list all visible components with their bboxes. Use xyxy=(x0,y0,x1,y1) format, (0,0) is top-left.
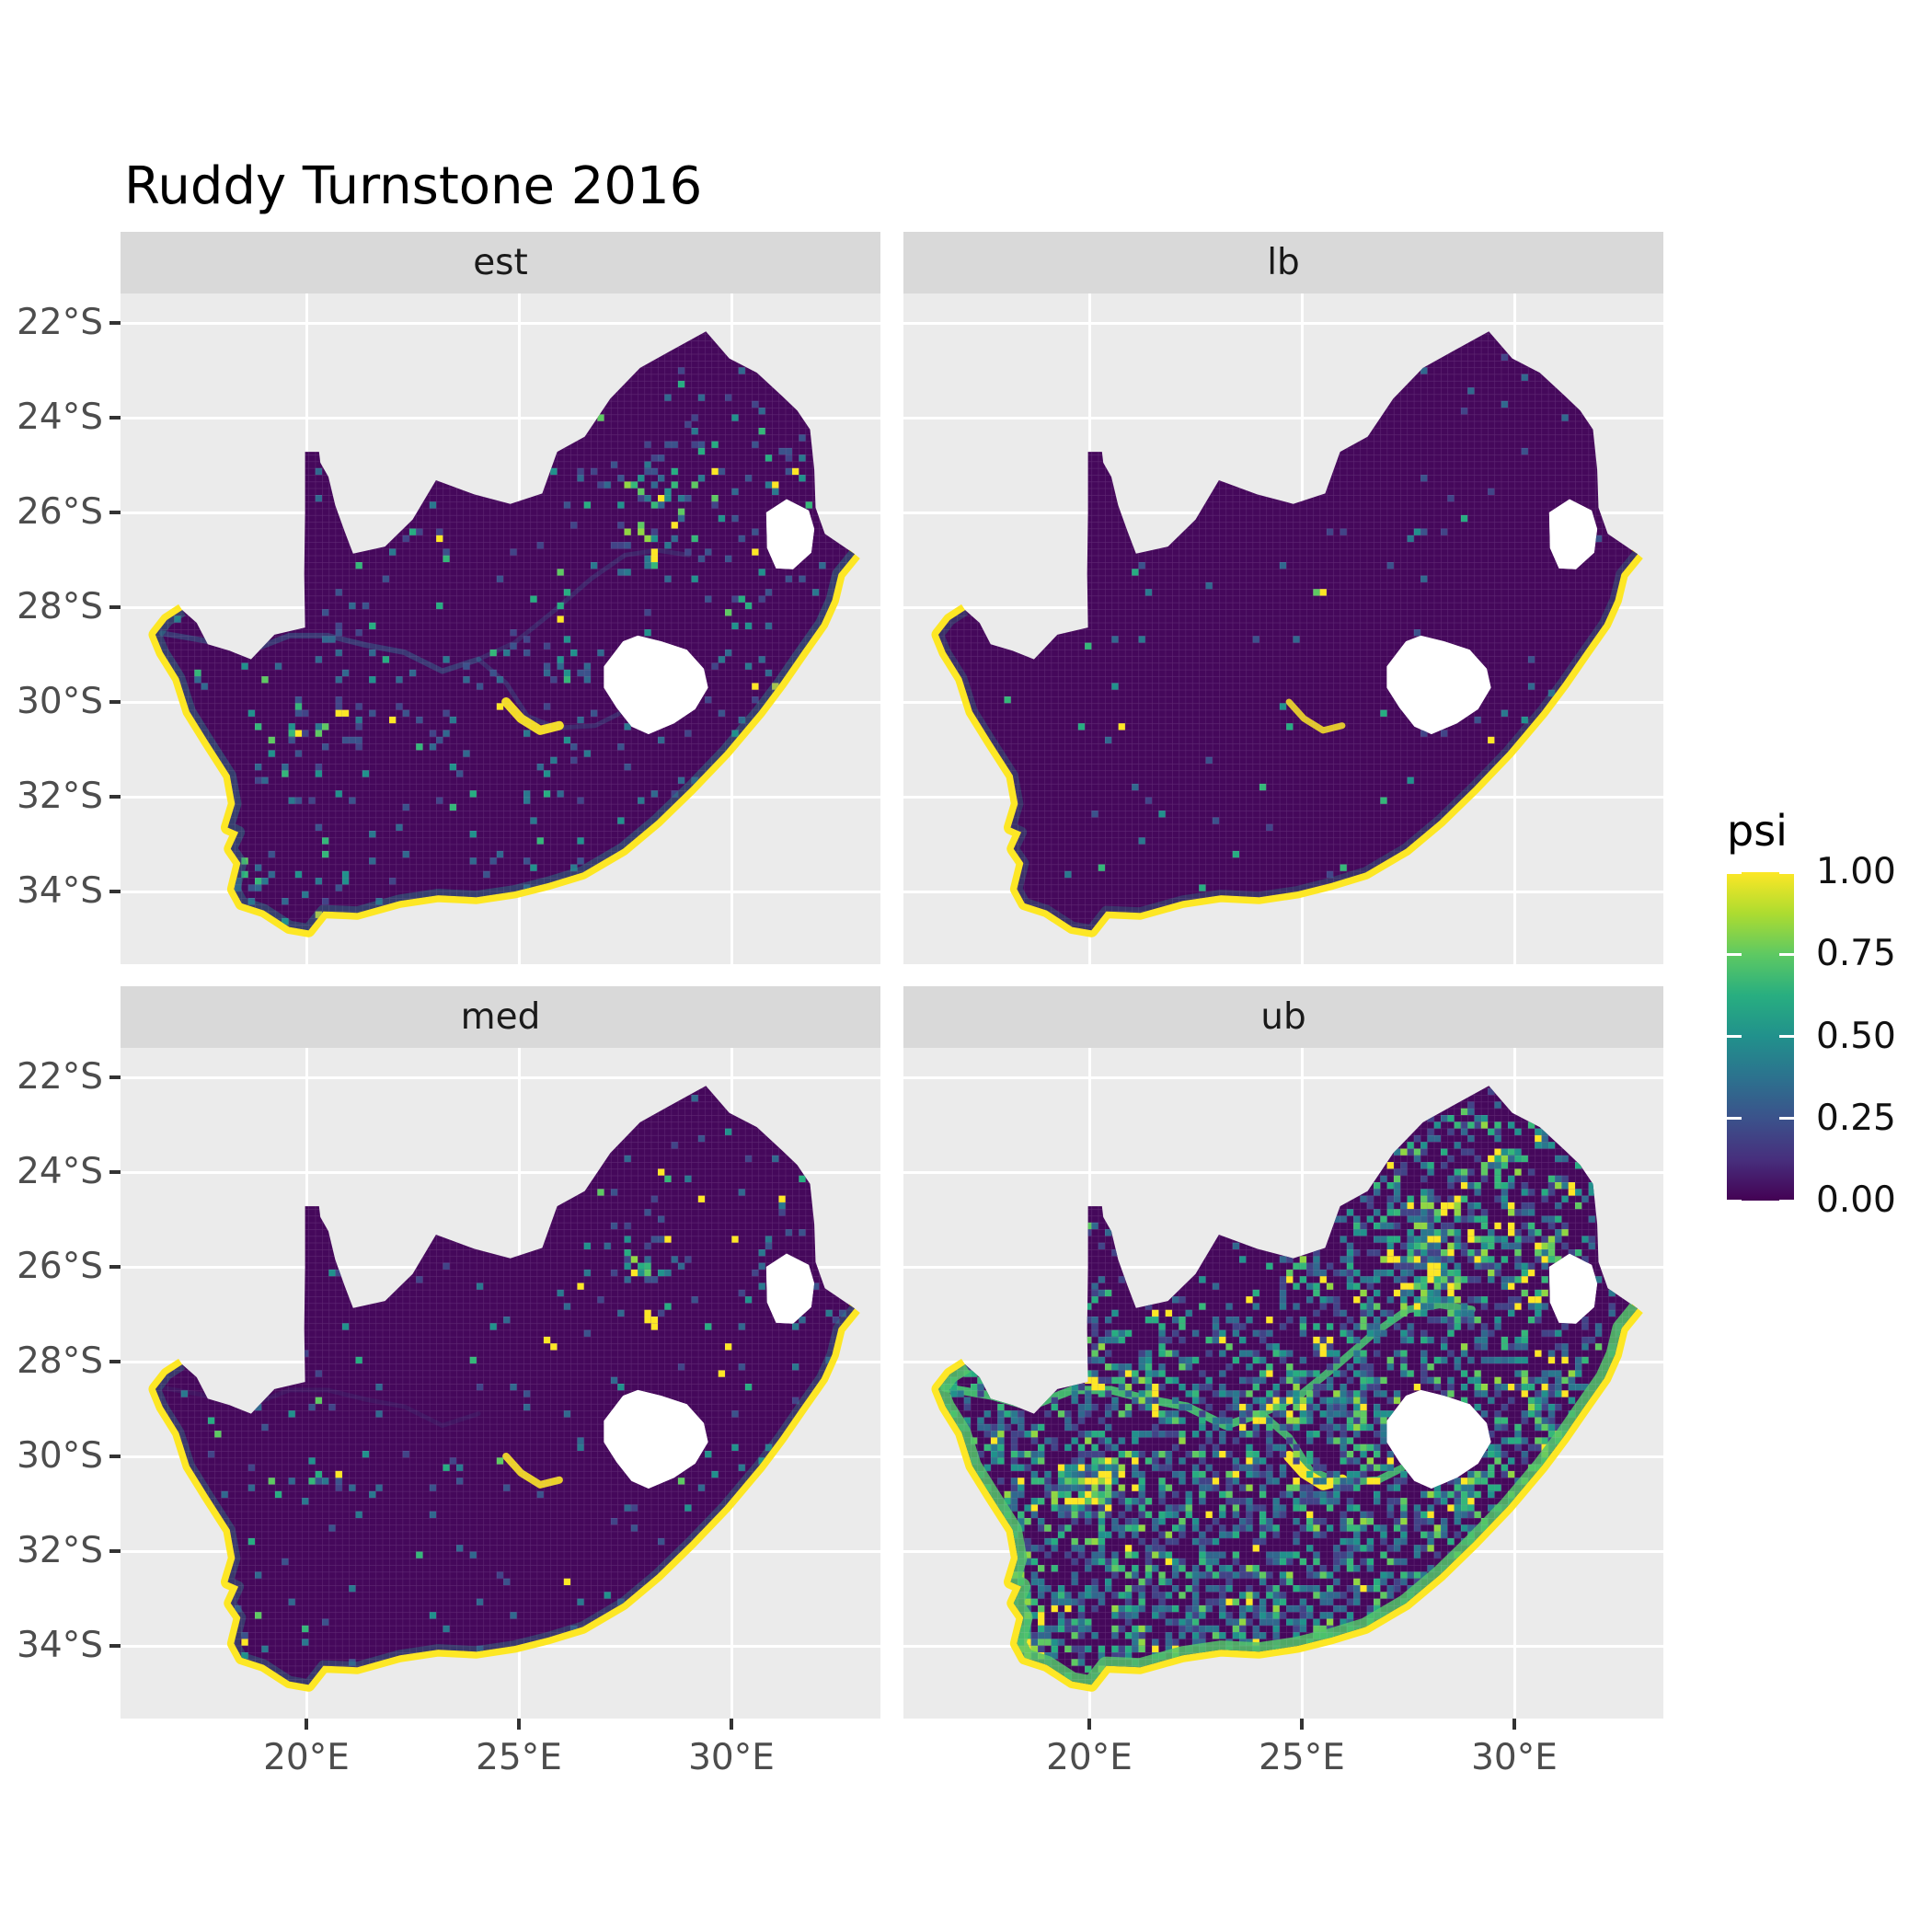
y-tick-label: 30°S xyxy=(17,681,103,722)
legend-tick xyxy=(1727,1117,1742,1121)
y-axis-tick xyxy=(109,321,121,325)
legend-tick xyxy=(1727,952,1742,956)
hole-eswatini xyxy=(765,499,815,569)
y-tick-label: 34°S xyxy=(17,1625,103,1666)
gridline-horizontal xyxy=(121,416,880,420)
legend-title: psi xyxy=(1727,806,1788,856)
gridline-horizontal xyxy=(903,1170,1663,1174)
facet-strip-est: est xyxy=(121,232,880,293)
map-raster-est xyxy=(148,331,860,937)
hole-eswatini xyxy=(765,1253,815,1324)
y-tick-label: 26°S xyxy=(17,1246,103,1287)
map-panel-lb xyxy=(903,293,1663,964)
legend-tick xyxy=(1727,1035,1742,1038)
y-tick-label: 32°S xyxy=(17,1530,103,1571)
y-tick-label: 22°S xyxy=(17,1056,103,1098)
legend-tick xyxy=(1779,1117,1794,1121)
map-raster-ub xyxy=(931,1086,1643,1692)
gridline-horizontal xyxy=(903,1075,1663,1079)
gridline-horizontal xyxy=(121,321,880,325)
x-axis-tick xyxy=(517,1719,521,1730)
y-axis-tick xyxy=(109,1170,121,1174)
legend-tick-label: 0.00 xyxy=(1816,1179,1896,1221)
x-axis-tick xyxy=(1300,1719,1304,1730)
map-panel-med xyxy=(121,1048,880,1719)
legend-tick xyxy=(1779,1199,1794,1202)
legend-tick xyxy=(1779,870,1794,874)
y-tick-label: 32°S xyxy=(17,776,103,817)
legend-tick xyxy=(1727,870,1742,874)
y-axis-tick xyxy=(109,700,121,704)
y-axis-tick xyxy=(109,1644,121,1648)
hole-eswatini xyxy=(1548,1253,1598,1324)
facet-strip-ub: ub xyxy=(903,986,1663,1048)
facet-strip-label: med xyxy=(460,996,541,1038)
x-axis-tick xyxy=(730,1719,733,1730)
y-axis-tick xyxy=(109,795,121,799)
hole-lesotho xyxy=(1386,1389,1491,1489)
x-tick-label: 30°E xyxy=(688,1737,775,1778)
y-axis-tick xyxy=(109,1075,121,1079)
x-axis-tick xyxy=(305,1719,308,1730)
x-tick-label: 25°E xyxy=(1259,1737,1345,1778)
legend-tick-label: 0.25 xyxy=(1816,1097,1896,1139)
gridline-horizontal xyxy=(903,416,1663,420)
legend-tick-label: 0.75 xyxy=(1816,933,1896,975)
x-tick-label: 20°E xyxy=(263,1737,350,1778)
chart-title: Ruddy Turnstone 2016 xyxy=(124,156,703,216)
y-axis-tick xyxy=(109,605,121,609)
legend-tick xyxy=(1779,952,1794,956)
y-axis-tick xyxy=(109,1455,121,1458)
y-tick-label: 28°S xyxy=(17,1340,103,1382)
x-tick-label: 20°E xyxy=(1046,1737,1133,1778)
y-axis-tick xyxy=(109,1265,121,1269)
y-axis-tick xyxy=(109,416,121,420)
facet-strip-label: ub xyxy=(1260,996,1306,1038)
y-tick-label: 22°S xyxy=(17,302,103,343)
gridline-horizontal xyxy=(903,321,1663,325)
hole-lesotho xyxy=(604,635,708,734)
y-tick-label: 24°S xyxy=(17,1151,103,1192)
map-raster-lb xyxy=(931,331,1643,937)
hole-eswatini xyxy=(1548,499,1598,569)
gridline-horizontal xyxy=(121,1075,880,1079)
gridline-horizontal xyxy=(121,1170,880,1174)
y-tick-label: 26°S xyxy=(17,491,103,533)
facet-strip-lb: lb xyxy=(903,232,1663,293)
y-tick-label: 28°S xyxy=(17,586,103,627)
y-tick-label: 34°S xyxy=(17,870,103,912)
legend-tick-label: 1.00 xyxy=(1816,851,1896,892)
hole-lesotho xyxy=(1386,635,1491,734)
y-axis-tick xyxy=(109,1360,121,1363)
map-raster-med xyxy=(148,1086,860,1692)
legend-tick xyxy=(1727,1199,1742,1202)
x-axis-tick xyxy=(1512,1719,1516,1730)
y-tick-label: 30°S xyxy=(17,1435,103,1477)
legend-tick xyxy=(1779,1035,1794,1038)
facet-strip-label: lb xyxy=(1267,242,1300,283)
map-panel-ub xyxy=(903,1048,1663,1719)
facet-strip-label: est xyxy=(473,242,528,283)
x-tick-label: 25°E xyxy=(476,1737,562,1778)
x-tick-label: 30°E xyxy=(1471,1737,1558,1778)
hole-lesotho xyxy=(604,1389,708,1489)
y-axis-tick xyxy=(109,511,121,514)
y-axis-tick xyxy=(109,890,121,893)
map-panel-est xyxy=(121,293,880,964)
facet-strip-med: med xyxy=(121,986,880,1048)
y-axis-tick xyxy=(109,1549,121,1553)
x-axis-tick xyxy=(1087,1719,1091,1730)
y-tick-label: 24°S xyxy=(17,397,103,438)
legend-tick-label: 0.50 xyxy=(1816,1015,1896,1057)
